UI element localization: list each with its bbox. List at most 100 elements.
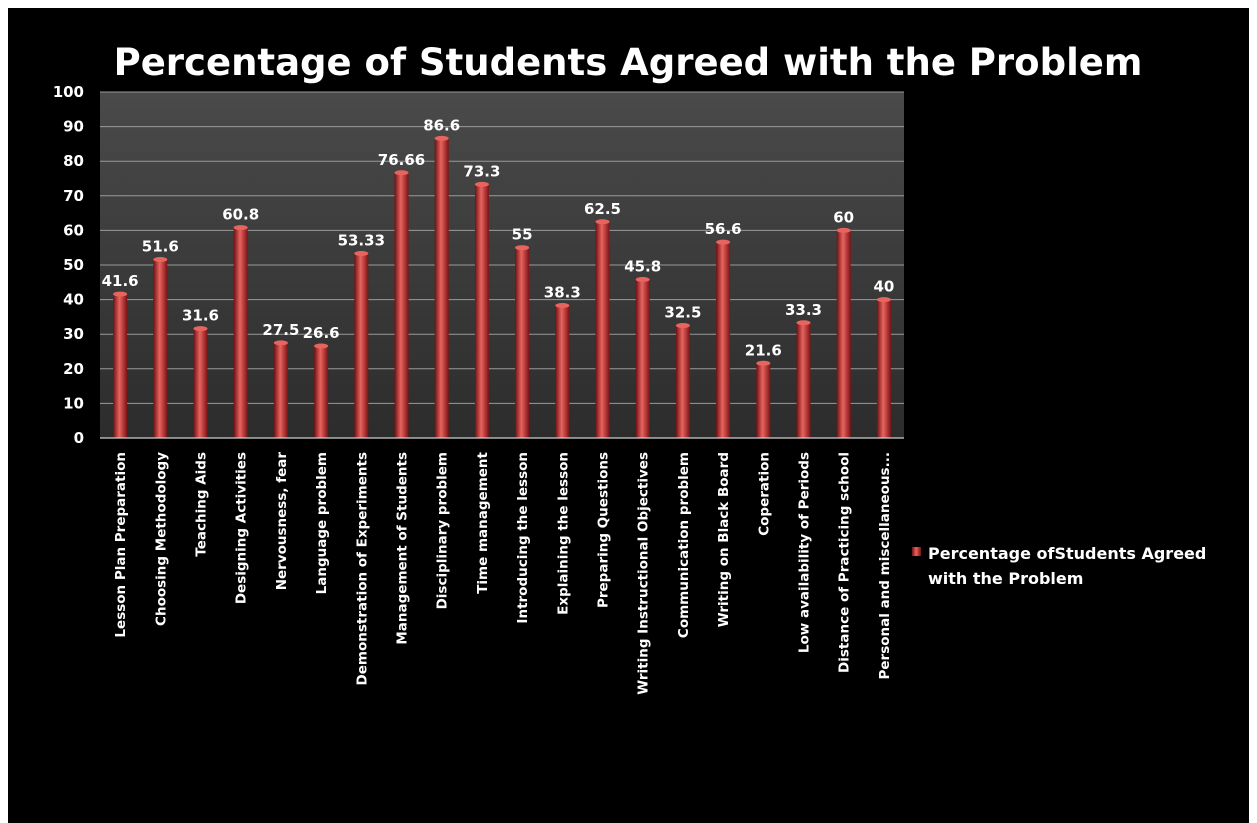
y-tick-label: 60 [63,221,84,239]
bar-cap [796,320,811,326]
data-label: 53.33 [338,231,385,249]
x-category-label: Demonstration of Experiments [354,452,370,685]
data-label: 76.66 [378,151,425,169]
chart-title: Percentage of Students Agreed with the P… [114,41,1143,84]
x-category-label: Designing Activities [234,452,250,604]
bar-cap [595,219,610,225]
bar [756,363,771,438]
data-label: 38.3 [544,283,581,301]
data-label: 45.8 [624,258,661,276]
data-label: 32.5 [664,304,701,322]
data-label: 41.6 [102,272,139,290]
bar [153,259,168,438]
x-category-label: Teaching Aids [194,452,210,557]
y-tick-label: 70 [63,187,84,205]
bar-cap [675,323,690,329]
bar-cap [153,256,168,262]
bar [314,345,329,438]
bar-cap [354,250,369,256]
y-tick-label: 10 [63,394,84,412]
legend-swatch [912,547,921,556]
chart-slide: Percentage of Students Agreed with the P… [8,8,1249,823]
bar [474,184,489,438]
y-tick-label: 90 [63,118,84,136]
bar [836,230,851,438]
x-category-label: Introducing the lesson [515,452,531,624]
bar [555,305,570,438]
x-category-label: Choosing Methodology [153,452,169,626]
bar [675,325,690,438]
bar [354,253,369,438]
data-label: 60.8 [222,206,259,224]
bar-cap [273,340,288,346]
bar [394,172,409,438]
bar [113,294,128,438]
y-axis: 0 10 20 30 40 50 60 70 80 90 100 [53,83,84,447]
y-tick-label: 50 [63,256,84,274]
legend: Percentage ofStudents Agreed with the Pr… [912,544,1206,588]
bar-cap [314,343,329,349]
data-label: 40 [873,278,894,296]
data-label: 21.6 [745,341,782,359]
data-label: 86.6 [423,116,460,134]
legend-label-line2: with the Problem [928,569,1083,588]
bar [595,221,610,438]
bar-cap [836,227,851,233]
bar [716,242,731,438]
bar [876,299,891,438]
data-label: 62.5 [584,200,621,218]
bar-cap [555,302,570,308]
x-category-label: Management of Students [395,452,411,645]
y-tick-label: 30 [63,325,84,343]
x-category-label: Writing on Black Board [716,452,732,627]
legend-label-line1: Percentage ofStudents Agreed [928,544,1206,563]
bar [273,342,288,438]
x-category-label: Language problem [314,452,330,594]
bar [193,328,208,438]
bars [113,135,891,438]
data-labels: 41.651.6 31.6 60.8 27.5 26.6 53.33 76.66 86.6 73… [102,116,895,359]
bar [434,138,449,438]
x-category-label: Preparing Questions [596,452,612,608]
data-label: 27.5 [262,321,299,339]
bar-cap [474,181,489,187]
data-label: 26.6 [303,324,340,342]
bar-cap [635,277,650,283]
bar-chart: Percentage of Students Agreed with the P… [53,41,1207,695]
bar-cap [876,297,891,303]
x-category-label: Lesson Plan Preparation [113,452,129,638]
bar [233,227,248,438]
y-tick-label: 40 [63,291,84,309]
x-category-label: Writing Instructional Objectives [636,452,652,695]
x-category-label: Time management [475,451,491,593]
bar-cap [756,360,771,366]
x-axis: Lesson Plan Preparation Choosing Methodol… [100,437,904,695]
data-label: 56.6 [705,220,742,238]
x-category-label: Explaining the lesson [555,452,571,615]
data-label: 31.6 [182,307,219,325]
bar-cap [515,245,530,251]
x-category-label: Disciplinary problem [435,452,451,609]
x-category-label: Low availability of Periods [797,452,813,653]
y-tick-label: 80 [63,152,84,170]
x-category-label: Nervousness, fear [274,452,290,591]
data-label: 51.6 [142,237,179,255]
y-tick-label: 100 [53,83,84,101]
x-category-label: Communication problem [676,452,692,638]
y-tick-label: 20 [63,360,84,378]
bar [515,247,530,438]
y-tick-label: 0 [74,429,84,447]
x-category-label: Coperation [756,452,772,536]
bar-cap [193,326,208,332]
x-category-label: Distance of Practicing school [837,452,853,673]
bar [635,279,650,438]
data-label: 55 [512,226,533,244]
data-label: 60 [833,208,854,226]
bar [796,322,811,438]
bar-cap [113,291,128,297]
data-label: 33.3 [785,301,822,319]
bar-cap [434,135,449,141]
data-label: 73.3 [463,162,500,180]
bar-cap [233,225,248,231]
bar-cap [394,170,409,176]
